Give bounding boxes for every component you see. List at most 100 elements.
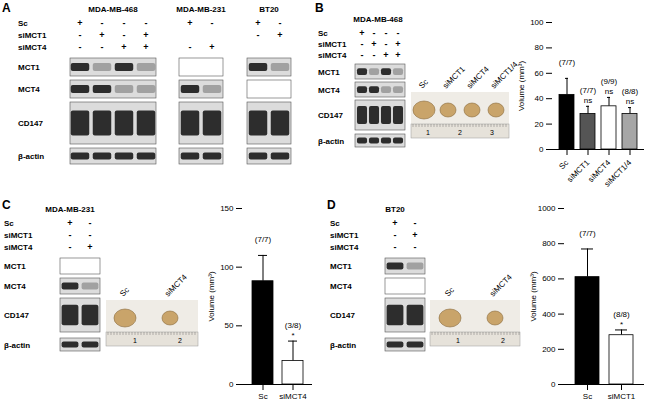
svg-text:-: - — [394, 242, 397, 252]
svg-text:(7/7): (7/7) — [255, 235, 272, 244]
svg-text:800: 800 — [542, 239, 556, 248]
svg-text:Sc: Sc — [4, 219, 14, 228]
svg-text:siMCT1: siMCT1 — [4, 231, 33, 240]
svg-text:Sc: Sc — [330, 219, 340, 228]
svg-text:siMCT4: siMCT4 — [163, 272, 189, 298]
svg-text:+: + — [99, 30, 104, 40]
svg-text:100: 100 — [220, 263, 234, 272]
svg-text:β-actin: β-actin — [4, 341, 30, 350]
svg-text:siMCT4: siMCT4 — [488, 272, 514, 298]
svg-text:CD147: CD147 — [4, 311, 29, 320]
svg-text:-: - — [79, 42, 82, 52]
svg-text:+: + — [412, 230, 417, 240]
svg-text:siMCT1: siMCT1 — [330, 231, 359, 240]
svg-text:-: - — [123, 30, 126, 40]
svg-text:Sc: Sc — [318, 29, 328, 38]
svg-text:-: - — [373, 50, 376, 60]
svg-text:Sc: Sc — [18, 19, 28, 28]
svg-text:siMCT4: siMCT4 — [279, 392, 307, 401]
svg-text:0: 0 — [539, 145, 544, 154]
svg-text:siMCT1: siMCT1 — [441, 64, 467, 90]
svg-text:-: - — [414, 242, 417, 252]
svg-text:-: - — [101, 42, 104, 52]
svg-text:2: 2 — [458, 129, 462, 136]
svg-text:-: - — [397, 28, 400, 38]
svg-text:40: 40 — [535, 94, 544, 103]
svg-text:CD147: CD147 — [330, 311, 355, 320]
svg-text:-: - — [361, 39, 364, 49]
svg-text:+: + — [371, 39, 376, 49]
svg-text:MCT4: MCT4 — [318, 86, 340, 95]
svg-text:siMCT1/4: siMCT1/4 — [603, 158, 634, 189]
svg-text:MCT4: MCT4 — [330, 282, 352, 291]
svg-text:MDA-MB-231: MDA-MB-231 — [45, 205, 95, 214]
svg-text:-: - — [69, 242, 72, 252]
svg-text:siMCT4: siMCT4 — [4, 243, 33, 252]
svg-text:-: - — [123, 18, 126, 28]
svg-text:CD147: CD147 — [318, 111, 343, 120]
svg-text:Sc: Sc — [417, 77, 430, 90]
svg-text:Volume (mm³): Volume (mm³) — [517, 61, 526, 112]
svg-text:+: + — [359, 28, 364, 38]
svg-text:60: 60 — [535, 69, 544, 78]
svg-text:+: + — [277, 30, 282, 40]
svg-text:+: + — [143, 30, 148, 40]
svg-text:Sc: Sc — [118, 285, 131, 298]
svg-text:1: 1 — [456, 337, 460, 344]
svg-text:(9/9): (9/9) — [601, 77, 618, 86]
svg-text:ns: ns — [626, 97, 634, 106]
svg-text:+: + — [121, 42, 126, 52]
svg-text:ns: ns — [584, 96, 592, 105]
svg-text:2: 2 — [501, 337, 505, 344]
svg-text:*: * — [620, 320, 623, 329]
svg-text:MDA-MB-468: MDA-MB-468 — [88, 5, 138, 14]
svg-text:1000: 1000 — [538, 204, 556, 213]
svg-text:Volume (mm³): Volume (mm³) — [529, 271, 538, 322]
svg-text:-: - — [89, 230, 92, 240]
svg-text:400: 400 — [542, 310, 556, 319]
svg-text:+: + — [395, 39, 400, 49]
svg-text:Volume (mm³): Volume (mm³) — [207, 271, 216, 322]
svg-text:Sc: Sc — [443, 285, 456, 298]
svg-text:siMCT4: siMCT4 — [318, 51, 347, 60]
svg-text:3: 3 — [490, 129, 494, 136]
svg-text:-: - — [257, 30, 260, 40]
svg-text:+: + — [395, 50, 400, 60]
svg-text:MCT1: MCT1 — [318, 68, 340, 77]
svg-text:-: - — [145, 18, 148, 28]
svg-text:+: + — [187, 18, 192, 28]
svg-text:(8/8): (8/8) — [622, 87, 639, 96]
svg-text:2: 2 — [178, 337, 182, 344]
svg-text:-: - — [385, 28, 388, 38]
svg-text:MCT4: MCT4 — [4, 282, 26, 291]
svg-text:50: 50 — [225, 321, 234, 330]
svg-text:+: + — [143, 42, 148, 52]
svg-text:BT20: BT20 — [385, 205, 405, 214]
svg-text:-: - — [69, 230, 72, 240]
svg-text:0: 0 — [551, 380, 556, 389]
svg-text:-: - — [361, 50, 364, 60]
svg-text:(7/7): (7/7) — [579, 229, 596, 238]
svg-text:MCT1: MCT1 — [4, 262, 26, 271]
svg-text:(7/7): (7/7) — [559, 58, 576, 67]
svg-text:80: 80 — [535, 43, 544, 52]
svg-text:-: - — [385, 39, 388, 49]
svg-text:1: 1 — [426, 129, 430, 136]
svg-text:MCT1: MCT1 — [18, 63, 40, 72]
svg-text:B: B — [315, 1, 324, 15]
svg-text:-: - — [211, 18, 214, 28]
svg-text:+: + — [87, 242, 92, 252]
svg-text:siMCT1: siMCT1 — [18, 31, 47, 40]
svg-text:ns: ns — [605, 87, 613, 96]
svg-text:β-actin: β-actin — [330, 341, 356, 350]
svg-text:siMCT1/4: siMCT1/4 — [489, 59, 520, 90]
svg-text:-: - — [394, 230, 397, 240]
svg-text:β-actin: β-actin — [318, 137, 344, 146]
svg-text:MCT1: MCT1 — [330, 262, 352, 271]
svg-text:siMCT4: siMCT4 — [330, 243, 359, 252]
svg-text:siMCT1: siMCT1 — [608, 392, 636, 401]
svg-text:BT20: BT20 — [259, 5, 279, 14]
svg-text:-: - — [279, 18, 282, 28]
svg-text:C: C — [2, 198, 11, 212]
svg-text:MDA-MB-468: MDA-MB-468 — [353, 15, 403, 24]
